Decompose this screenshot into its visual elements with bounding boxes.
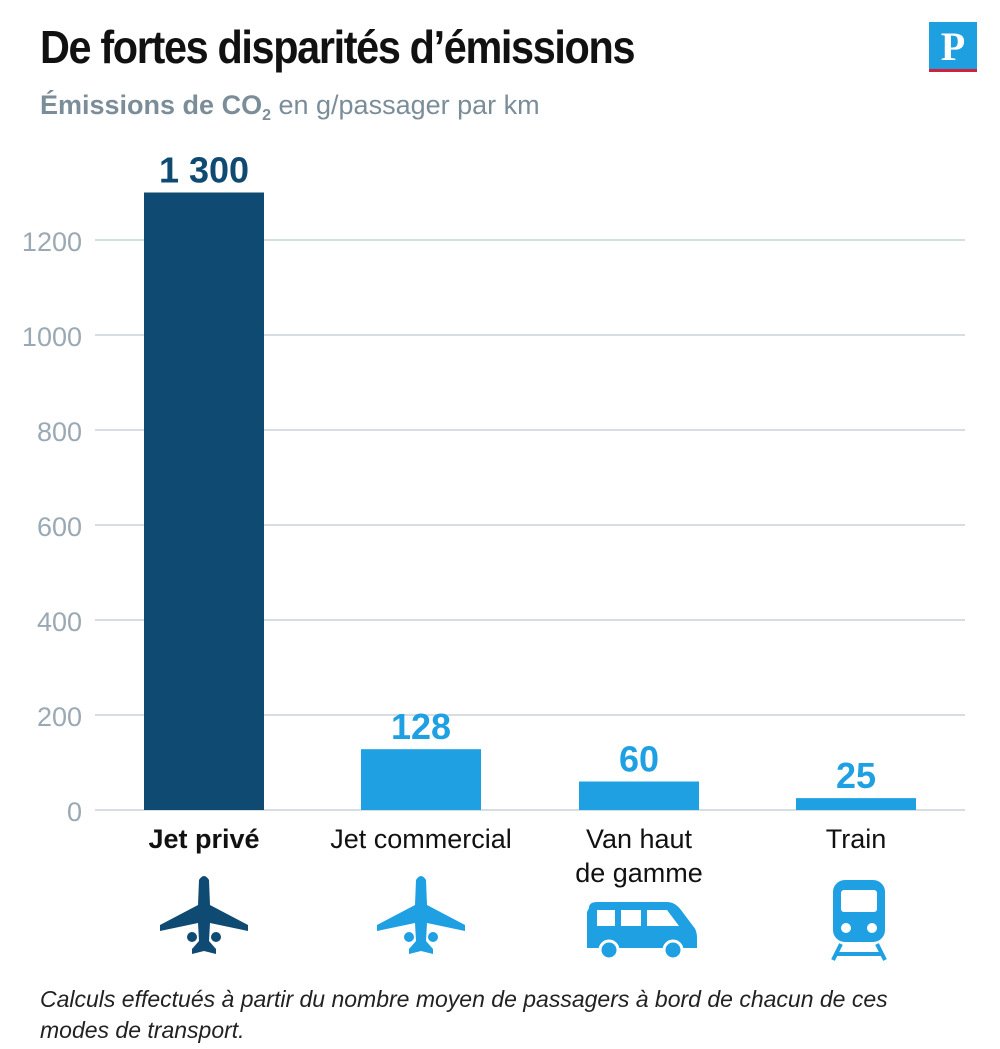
- bar-value-label: 128: [391, 706, 451, 747]
- x-category-label: Van haut: [586, 824, 693, 854]
- bar: [796, 798, 916, 810]
- plane-icon: [160, 876, 248, 954]
- chart-subtitle: Émissions de CO2 en g/passager par km: [40, 90, 540, 125]
- bar-value-label: 1 300: [159, 150, 249, 191]
- y-tick-label: 400: [37, 607, 82, 637]
- train-icon: [831, 880, 887, 961]
- plane-icon: [377, 876, 465, 954]
- subtitle-subscript: 2: [262, 107, 271, 124]
- x-category-label: Jet privé: [148, 824, 259, 854]
- y-tick-label: 200: [37, 702, 82, 732]
- bar: [361, 749, 481, 810]
- y-tick-label: 1200: [22, 227, 82, 257]
- y-tick-label: 800: [37, 417, 82, 447]
- subtitle-measure: Émissions de CO: [40, 90, 263, 120]
- y-tick-label: 0: [67, 797, 82, 827]
- y-tick-label: 600: [37, 512, 82, 542]
- x-category-label: de gamme: [575, 858, 703, 888]
- bar-value-label: 25: [836, 755, 876, 796]
- subtitle-unit: en g/passager par km: [270, 90, 540, 120]
- x-category-label: Jet commercial: [330, 824, 512, 854]
- y-tick-label: 1000: [22, 322, 82, 352]
- x-category-label: Train: [826, 824, 887, 854]
- footnote: Calculs effectués à partir du nombre moy…: [40, 986, 888, 1043]
- bar-value-label: 60: [619, 739, 659, 780]
- bar-chart: 0 200 400 600 800 1000 1200 1 300 Jet privé 128 Je…: [22, 150, 965, 888]
- publisher-logo: P: [929, 22, 977, 72]
- bar: [579, 781, 699, 810]
- van-icon: [587, 902, 697, 961]
- chart-title: De fortes disparités d’émissions: [40, 21, 635, 73]
- bar: [144, 192, 264, 810]
